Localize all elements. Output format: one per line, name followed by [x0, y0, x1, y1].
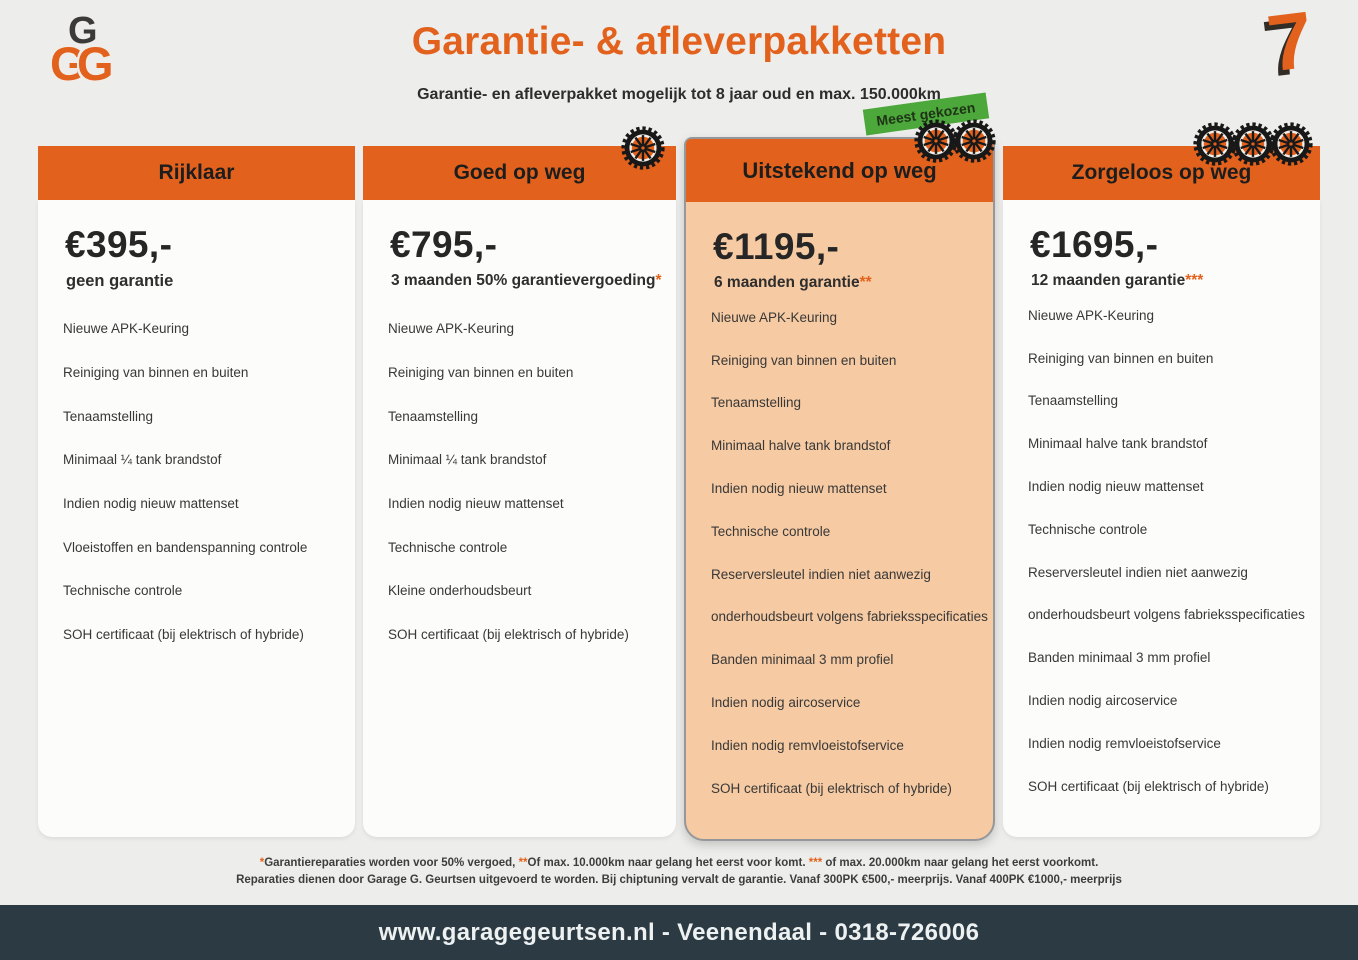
- wheel-icon: [621, 126, 665, 170]
- website-contact-text: www.garagegeurtsen.nl - Veenendaal - 031…: [378, 919, 980, 946]
- feature-item: Nieuwe APK-Keuring: [63, 321, 190, 337]
- asterisk-marker: ***: [1185, 271, 1204, 289]
- plan-period: 3 maanden 50% garantievergoeding*: [391, 271, 662, 289]
- feature-item: Reserversleutel indien niet aanwezig: [711, 566, 931, 582]
- plan-period: geen garantie: [66, 271, 174, 290]
- feature-item: Vloeistoffen en bandenspanning controle: [63, 539, 308, 555]
- feature-item: Reiniging van binnen en buiten: [1028, 350, 1214, 366]
- plan-header: Goed op weg: [363, 126, 676, 200]
- feature-item: Banden minimaal 3 mm profiel: [1028, 650, 1211, 666]
- feature-item: Tenaamstelling: [63, 408, 154, 424]
- feature-item: SOH certificaat (bij elektrisch of hybri…: [63, 627, 304, 643]
- feature-item: onderhoudsbeurt volgens fabrieksspecific…: [711, 609, 988, 625]
- footer-bar: www.garagegeurtsen.nl - Veenendaal - 031…: [0, 905, 1358, 960]
- feature-item: Indien nodig nieuw mattenset: [1028, 479, 1204, 495]
- feature-item: Reiniging van binnen en buiten: [711, 352, 897, 368]
- feature-item: Indien nodig nieuw mattenset: [711, 481, 887, 497]
- feature-item: SOH certificaat (bij elektrisch of hybri…: [388, 627, 629, 643]
- feature-item: SOH certificaat (bij elektrisch of hybri…: [1028, 778, 1269, 794]
- footnote-line-1: *Garantiereparaties worden voor 50% verg…: [259, 857, 1099, 869]
- feature-item: Minimaal halve tank brandstof: [1028, 436, 1208, 452]
- plan-card-rijklaar: Rijklaar €395,- geen garantie Nieuwe APK…: [38, 146, 355, 837]
- wheel-icon-group: [620, 125, 666, 171]
- feature-item: Reserversleutel indien niet aanwezig: [1028, 564, 1248, 580]
- asterisk-marker: **: [859, 273, 872, 291]
- logo-letter-right: G: [77, 37, 114, 90]
- plan-card-goed-op-weg: Goed op weg €795,- 3 maanden 50% garanti…: [363, 126, 676, 837]
- footnote-line-2: Reparaties dienen door Garage G. Geurtse…: [236, 874, 1122, 886]
- plan-body: €1195,- 6 maanden garantie** Nieuwe APK-…: [686, 202, 993, 839]
- feature-item: Tenaamstelling: [388, 408, 479, 424]
- plan-body: €795,- 3 maanden 50% garantievergoeding*…: [363, 200, 676, 837]
- wheel-icon-group: [913, 118, 997, 164]
- feature-item: SOH certificaat (bij elektrisch of hybri…: [711, 780, 952, 796]
- feature-item: Nieuwe APK-Keuring: [388, 321, 515, 337]
- feature-item: Technische controle: [388, 539, 508, 555]
- wheel-icon: [1269, 122, 1313, 166]
- feature-item: Tenaamstelling: [1028, 393, 1119, 409]
- wheel-icon-group: [1192, 121, 1314, 167]
- feature-item: Minimaal halve tank brandstof: [711, 438, 891, 454]
- feature-item: Indien nodig nieuw mattenset: [388, 496, 564, 512]
- logo-letter-left: G: [50, 37, 87, 90]
- feature-item: Indien nodig aircoservice: [1028, 693, 1178, 709]
- asterisk-marker: *: [655, 271, 662, 289]
- plan-header: Uitstekend op weg: [686, 119, 996, 202]
- feature-item: Tenaamstelling: [711, 395, 802, 411]
- feature-item: Technische controle: [711, 523, 831, 539]
- plan-header: Zorgeloos op weg: [1003, 122, 1320, 200]
- feature-item: Kleine onderhoudsbeurt: [388, 583, 532, 599]
- logo-letter-top: G: [68, 10, 98, 52]
- feature-item: Banden minimaal 3 mm profiel: [711, 652, 894, 668]
- plan-body: €395,- geen garantie Nieuwe APK-Keuring …: [38, 200, 355, 837]
- feature-item: Minimaal ¼ tank brandstof: [63, 452, 222, 468]
- feature-item: Nieuwe APK-Keuring: [711, 309, 838, 325]
- feature-item: Nieuwe APK-Keuring: [1028, 307, 1155, 323]
- plan-header: Rijklaar: [38, 146, 355, 200]
- plan-body: €1695,- 12 maanden garantie*** Nieuwe AP…: [1003, 200, 1320, 837]
- plan-period: 6 maanden garantie**: [714, 273, 872, 291]
- feature-item: Reiniging van binnen en buiten: [63, 365, 249, 381]
- feature-item: Minimaal ¼ tank brandstof: [388, 452, 547, 468]
- feature-item: Reiniging van binnen en buiten: [388, 365, 574, 381]
- plan-title: Goed op weg: [453, 161, 586, 184]
- plan-price: €1695,-: [1030, 224, 1159, 265]
- plan-card-zorgeloos-op-weg: Zorgeloos op weg €1695,- 12 maanden gara…: [1003, 122, 1320, 837]
- feature-list: Nieuwe APK-Keuring Reiniging van binnen …: [388, 307, 671, 657]
- garage-gg-logo: G G G: [50, 10, 126, 90]
- feature-item: Technische controle: [63, 583, 183, 599]
- plan-price: €1195,-: [713, 226, 840, 267]
- footnotes: *Garantiereparaties worden voor 50% verg…: [0, 855, 1358, 889]
- feature-item: onderhoudsbeurt volgens fabrieksspecific…: [1028, 607, 1305, 623]
- plan-title: Uitstekend op weg: [742, 157, 937, 183]
- plan-price: €395,-: [65, 224, 173, 265]
- page-title: Garantie- & afleverpakketten: [411, 20, 947, 63]
- wheel-icon: [952, 119, 996, 163]
- plan-title: Zorgeloos op weg: [1071, 161, 1252, 184]
- feature-item: Indien nodig aircoservice: [711, 695, 861, 711]
- feature-list: Nieuwe APK-Keuring Reiniging van binnen …: [1028, 294, 1315, 808]
- plan-price: €795,-: [390, 224, 498, 265]
- feature-item: Technische controle: [1028, 521, 1148, 537]
- feature-list: Nieuwe APK-Keuring Reiniging van binnen …: [711, 296, 988, 810]
- feature-list: Nieuwe APK-Keuring Reiniging van binnen …: [63, 307, 350, 657]
- seven-numeral-icon: 7: [1262, 0, 1318, 89]
- feature-item: Indien nodig remvloeistofservice: [711, 737, 904, 753]
- plan-period: 12 maanden garantie***: [1031, 271, 1204, 289]
- page-subtitle: Garantie- en afleverpakket mogelijk tot …: [417, 86, 941, 103]
- feature-item: Indien nodig nieuw mattenset: [63, 496, 239, 512]
- feature-item: Indien nodig remvloeistofservice: [1028, 735, 1221, 751]
- plan-card-uitstekend-op-weg: Uitstekend op weg €1195,- 6 maanden gara…: [684, 119, 996, 841]
- plan-title: Rijklaar: [158, 161, 235, 184]
